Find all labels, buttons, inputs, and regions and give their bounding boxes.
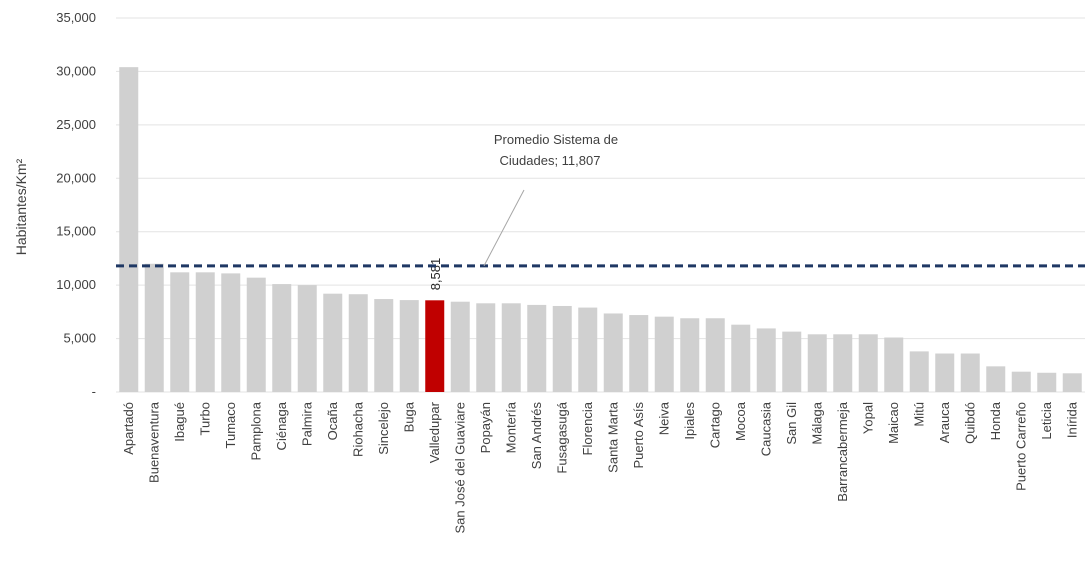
bar [833,334,853,392]
annotation-line-2: Ciudades; 11,807 [500,153,601,168]
x-tick-label: Puerto Carreño [1013,402,1028,491]
y-axis-label: Habitantes/Km² [13,158,29,255]
bar [1011,371,1031,392]
callout-leader-line [483,189,525,267]
bar [782,331,802,392]
bar [578,307,598,392]
x-tick-label: Buga [401,401,416,432]
y-tick-label: 5,000 [63,331,96,346]
x-tick-label: Ibagué [172,402,187,442]
y-tick-label: - [92,384,96,399]
x-tick-label: Ocaña [325,401,340,440]
x-tick-label: Neiva [656,401,671,435]
x-tick-label: San Gil [784,402,799,445]
bar [272,284,292,392]
bar [603,313,623,392]
bar-highlight [425,300,445,392]
bar [348,294,368,392]
y-tick-label: 10,000 [56,277,96,292]
bar [170,272,190,392]
x-tick-label: San Andrés [529,402,544,470]
x-tick-label: Barrancabermeja [835,401,850,501]
x-tick-label: Palmira [299,401,314,446]
y-tick-label: 35,000 [56,10,96,25]
x-tick-label: Arauca [937,401,952,443]
x-tick-label: Florencia [580,401,595,455]
bar [476,303,496,392]
x-tick-label: Ipiales [682,402,697,440]
x-tick-label: Yopal [860,402,875,434]
x-tick-label: Sincelejo [376,402,391,455]
bar [1037,372,1057,392]
bar [807,334,827,392]
x-tick-label: Honda [988,401,1003,440]
bar [119,67,139,392]
x-tick-label: Montería [503,401,518,453]
x-tick-label: Quibdó [962,402,977,444]
bar [246,277,266,392]
bar [705,318,725,392]
bar [909,351,929,392]
bar [986,366,1006,392]
x-tick-label: Maicao [886,402,901,444]
bar [680,318,700,392]
x-tick-label: Popayán [478,402,493,453]
bar [858,334,878,392]
bar [552,305,572,392]
bar [297,285,317,392]
bar [731,324,751,392]
x-tick-label: Valledupar [427,401,442,463]
bar [221,273,241,392]
bar [756,328,776,392]
x-tick-label: Buenaventura [146,401,161,483]
x-tick-label: Pamplona [248,401,263,460]
x-tick-label: Cartago [707,402,722,448]
x-tick-label: Fusagasugá [554,401,569,473]
bar [450,301,470,392]
x-tick-label: Mitú [911,402,926,427]
y-tick-label: 25,000 [56,117,96,132]
x-tick-label: Santa Marta [605,401,620,473]
bar [144,263,164,392]
y-tick-label: 30,000 [56,63,96,78]
x-tick-label: Mocoa [733,401,748,441]
x-tick-label: Inírida [1064,401,1079,438]
x-tick-label: Málaga [809,401,824,444]
bar [399,300,419,392]
bar [374,299,394,392]
bar [960,353,980,392]
x-tick-label: Turbo [197,402,212,435]
bar [654,316,674,392]
bar [527,304,547,392]
x-tick-label: Leticia [1039,401,1054,439]
bar [1062,373,1082,392]
x-tick-label: Ciénaga [274,401,289,450]
bar [935,353,955,392]
y-tick-label: 15,000 [56,224,96,239]
bar [195,272,215,392]
x-tick-label: San José del Guaviare [452,402,467,534]
x-tick-label: Apartadó [121,402,136,455]
bar [501,303,521,392]
bar [629,315,649,392]
x-tick-label: Puerto Asís [631,402,646,469]
data-label: 8,581 [428,258,443,291]
annotation-line-1: Promedio Sistema de [494,132,618,147]
x-tick-label: Riohacha [350,401,365,457]
x-tick-label: Tumaco [223,402,238,448]
y-tick-label: 20,000 [56,170,96,185]
bar [323,293,343,392]
bar [884,337,904,392]
x-tick-label: Caucasia [758,401,773,456]
